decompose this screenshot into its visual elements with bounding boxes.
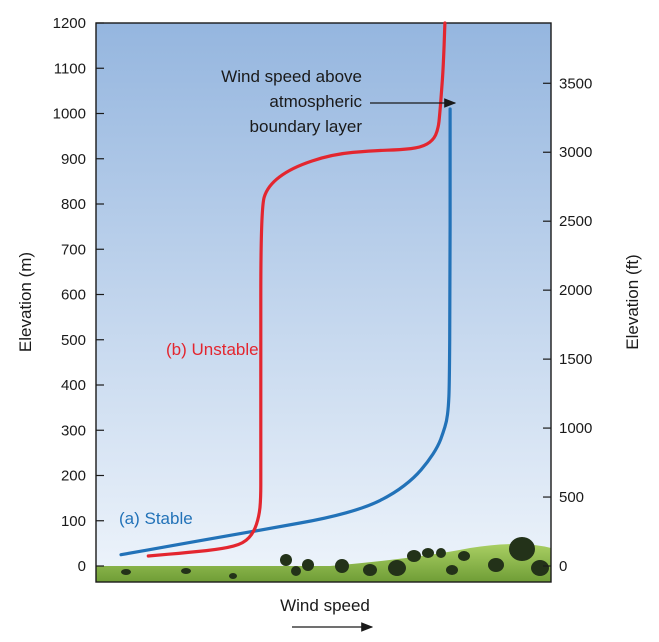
series-label-stable: (a) Stable <box>119 509 193 528</box>
right-tick-label: 3500 <box>559 75 592 92</box>
ground-strip <box>96 544 551 582</box>
left-tick-label: 0 <box>78 558 86 575</box>
series-line-stable <box>119 107 452 557</box>
right-tick-label: 500 <box>559 489 584 506</box>
ground-scenery <box>96 537 551 582</box>
left-tick-label: 200 <box>61 468 86 485</box>
series-layer <box>119 21 452 558</box>
right-axis-ticks: 0 500 1000 1500 2000 2500 3000 3500 <box>543 75 592 575</box>
right-tick-label: 2500 <box>559 213 592 230</box>
left-tick-label: 400 <box>61 377 86 394</box>
annotation-line-3: boundary layer <box>250 117 363 136</box>
right-tick-label: 2000 <box>559 282 592 299</box>
left-tick-label: 600 <box>61 287 86 304</box>
plot-background <box>96 23 551 582</box>
y-axis-title-left: Elevation (m) <box>16 252 35 352</box>
right-tick-label: 3000 <box>559 144 592 161</box>
annotation-line-2: atmospheric <box>269 92 362 111</box>
left-tick-label: 300 <box>61 422 86 439</box>
right-tick-label: 0 <box>559 558 567 575</box>
right-tick-label: 1500 <box>559 351 592 368</box>
x-axis-title: Wind speed <box>280 596 370 615</box>
left-tick-label: 500 <box>61 332 86 349</box>
left-tick-label: 1100 <box>54 60 86 77</box>
y-axis-title-right: Elevation (ft) <box>623 254 642 349</box>
annotation-line-1: Wind speed above <box>221 67 362 86</box>
left-tick-label: 800 <box>61 196 86 213</box>
left-tick-label: 100 <box>61 513 86 530</box>
series-line-unstable <box>146 21 447 558</box>
left-tick-label: 1200 <box>53 15 86 32</box>
left-axis-ticks: 0 100 200 300 400 500 600 700 800 900 1000 1100 1200 <box>53 15 104 575</box>
trees <box>121 537 549 579</box>
left-tick-label: 700 <box>61 241 86 258</box>
left-tick-label: 1000 <box>53 106 86 123</box>
annotation: Wind speed above atmospheric boundary la… <box>221 67 457 136</box>
series-label-unstable: (b) Unstable <box>166 340 259 359</box>
right-tick-label: 1000 <box>559 420 592 437</box>
plot-frame <box>95 22 552 583</box>
left-tick-label: 900 <box>61 151 86 168</box>
